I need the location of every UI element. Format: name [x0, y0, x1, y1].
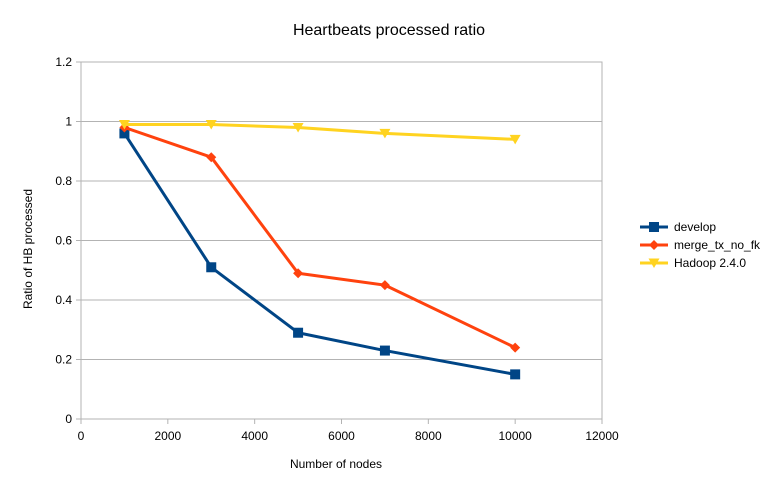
data-point [206, 262, 217, 273]
x-axis-label: Number of nodes [290, 457, 382, 471]
y-tick-label: 0.8 [55, 174, 72, 188]
series-hadoop-2-4-0 [118, 119, 521, 145]
legend-label: merge_tx_no_fk [674, 238, 761, 252]
legend-label: Hadoop 2.4.0 [674, 256, 746, 270]
x-tick-label: 4000 [241, 429, 268, 443]
x-tick-label: 8000 [415, 429, 442, 443]
data-point [206, 152, 217, 163]
x-tick-label: 2000 [154, 429, 181, 443]
legend-entry: merge_tx_no_fk [640, 238, 761, 252]
legend-entry: Hadoop 2.4.0 [640, 256, 746, 270]
y-tick-label: 0 [65, 412, 72, 426]
legend-label: develop [674, 220, 716, 234]
legend-marker [649, 222, 659, 232]
series-merge-tx-no-fk [119, 122, 521, 353]
x-tick-label: 6000 [328, 429, 355, 443]
y-axis-label: Ratio of HB processed [21, 189, 35, 309]
data-point [293, 327, 304, 338]
x-tick-label: 12000 [585, 429, 619, 443]
data-point [510, 369, 521, 380]
data-point [205, 119, 217, 130]
data-point [119, 128, 130, 139]
y-tick-label: 0.2 [55, 353, 72, 367]
data-point [379, 280, 390, 291]
legend-entry: develop [640, 220, 716, 234]
data-point [293, 268, 304, 279]
data-point [379, 128, 391, 139]
series-layer [118, 119, 521, 380]
y-tick-label: 0.6 [55, 234, 72, 248]
legend-marker [648, 258, 660, 268]
x-axis-ticks: 0 2000 4000 6000 8000 10000 12000 [78, 419, 619, 443]
data-point [118, 119, 130, 130]
data-point [379, 345, 390, 356]
data-point [510, 342, 521, 353]
x-tick-label: 10000 [498, 429, 532, 443]
x-tick-label: 0 [78, 429, 85, 443]
y-tick-label: 1 [65, 115, 72, 129]
data-point [292, 122, 304, 133]
legend: develop merge_tx_no_fk Hadoop 2.4.0 [640, 220, 761, 270]
chart-title: Heartbeats processed ratio [293, 22, 485, 39]
y-tick-label: 0.4 [55, 293, 72, 307]
series-develop [119, 128, 521, 380]
y-tick-label: 1.2 [55, 55, 72, 69]
y-axis-ticks: 0 0.2 0.4 0.6 0.8 1 1.2 [55, 55, 81, 426]
data-point [509, 134, 521, 145]
legend-marker [649, 240, 659, 250]
